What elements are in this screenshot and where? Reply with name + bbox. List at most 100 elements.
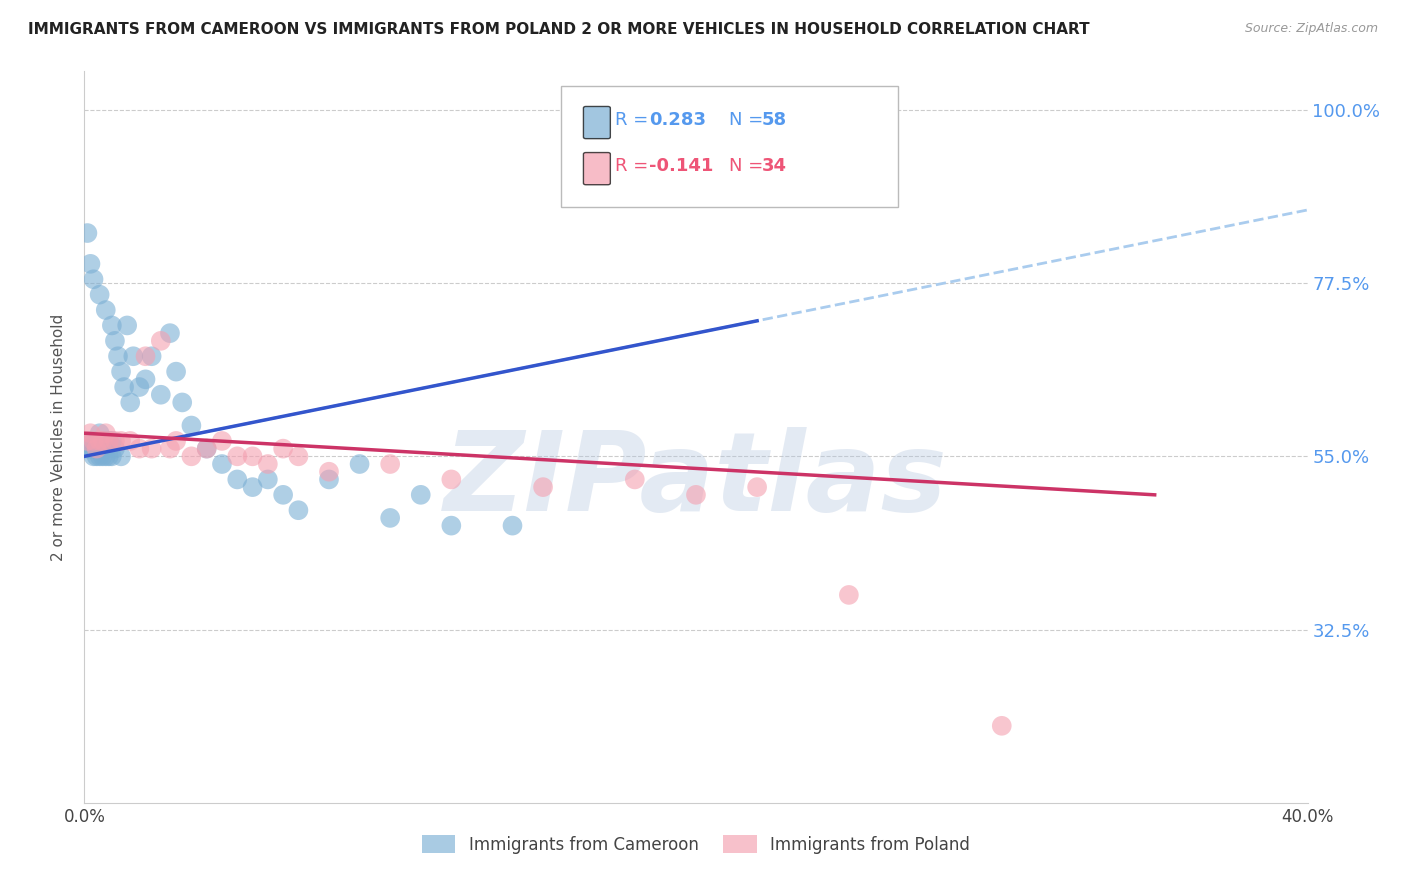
- Text: 0.283: 0.283: [650, 112, 706, 129]
- Point: [76, 442, 98, 456]
- Point: [159, 326, 181, 340]
- Point: [226, 450, 249, 464]
- Point: [180, 450, 202, 464]
- Point: [79, 442, 101, 456]
- Point: [242, 480, 264, 494]
- Point: [83, 434, 105, 448]
- Point: [120, 434, 142, 448]
- Point: [83, 442, 105, 456]
- Point: [141, 349, 163, 363]
- Y-axis label: 2 or more Vehicles in Household: 2 or more Vehicles in Household: [51, 313, 66, 561]
- Point: [97, 434, 120, 448]
- Point: [685, 488, 707, 502]
- Point: [89, 450, 111, 464]
- Text: -0.141: -0.141: [650, 158, 714, 176]
- Point: [86, 434, 108, 448]
- Point: [440, 518, 463, 533]
- Point: [107, 349, 129, 363]
- Point: [318, 465, 340, 479]
- Point: [86, 442, 108, 456]
- Point: [159, 442, 181, 456]
- Point: [91, 442, 114, 456]
- Point: [257, 457, 280, 471]
- Point: [349, 457, 371, 471]
- Point: [380, 457, 402, 471]
- Point: [101, 318, 124, 333]
- Point: [165, 365, 187, 379]
- Point: [180, 418, 202, 433]
- Point: [440, 472, 463, 486]
- Point: [242, 450, 264, 464]
- Point: [86, 442, 108, 456]
- Point: [79, 434, 101, 448]
- Point: [83, 434, 105, 448]
- Point: [91, 434, 114, 448]
- Point: [211, 457, 233, 471]
- Point: [91, 434, 114, 448]
- Text: 34: 34: [762, 158, 787, 176]
- Point: [195, 442, 218, 456]
- Point: [79, 426, 101, 441]
- Point: [135, 372, 157, 386]
- Point: [128, 380, 150, 394]
- Point: [226, 472, 249, 486]
- Text: N =: N =: [728, 158, 763, 176]
- Point: [101, 450, 124, 464]
- Point: [104, 442, 127, 456]
- Point: [257, 472, 280, 486]
- Point: [531, 480, 554, 494]
- Point: [172, 395, 194, 409]
- Point: [94, 426, 117, 441]
- Text: ZIPatlas: ZIPatlas: [444, 427, 948, 534]
- Point: [380, 511, 402, 525]
- Point: [838, 588, 860, 602]
- Text: R =: R =: [616, 112, 648, 129]
- Point: [120, 395, 142, 409]
- Point: [89, 442, 111, 456]
- Point: [318, 472, 340, 486]
- Point: [94, 303, 117, 318]
- Point: [409, 488, 432, 502]
- Point: [122, 349, 145, 363]
- Text: R =: R =: [616, 158, 648, 176]
- FancyBboxPatch shape: [583, 106, 610, 138]
- FancyBboxPatch shape: [583, 153, 610, 185]
- Point: [76, 226, 98, 240]
- Point: [287, 450, 309, 464]
- Point: [195, 442, 218, 456]
- Point: [115, 318, 138, 333]
- Point: [104, 334, 127, 348]
- Point: [89, 426, 111, 441]
- Point: [287, 503, 309, 517]
- Legend: Immigrants from Cameroon, Immigrants from Poland: Immigrants from Cameroon, Immigrants fro…: [415, 829, 977, 860]
- Point: [110, 450, 132, 464]
- Point: [83, 450, 105, 464]
- Point: [271, 488, 294, 502]
- Point: [86, 450, 108, 464]
- FancyBboxPatch shape: [561, 86, 898, 207]
- Point: [165, 434, 187, 448]
- Point: [135, 349, 157, 363]
- Point: [149, 388, 172, 402]
- Point: [89, 287, 111, 301]
- Point: [747, 480, 769, 494]
- Point: [79, 257, 101, 271]
- Point: [211, 434, 233, 448]
- Text: Source: ZipAtlas.com: Source: ZipAtlas.com: [1244, 22, 1378, 36]
- Point: [685, 141, 707, 155]
- Point: [991, 719, 1014, 733]
- Point: [97, 450, 120, 464]
- Point: [271, 442, 294, 456]
- Point: [89, 434, 111, 448]
- Point: [101, 434, 124, 448]
- Point: [149, 334, 172, 348]
- Point: [91, 450, 114, 464]
- Point: [502, 518, 524, 533]
- Point: [141, 442, 163, 456]
- Point: [94, 450, 117, 464]
- Point: [83, 272, 105, 286]
- Point: [97, 434, 120, 448]
- Point: [110, 434, 132, 448]
- Text: 58: 58: [762, 112, 787, 129]
- Point: [128, 442, 150, 456]
